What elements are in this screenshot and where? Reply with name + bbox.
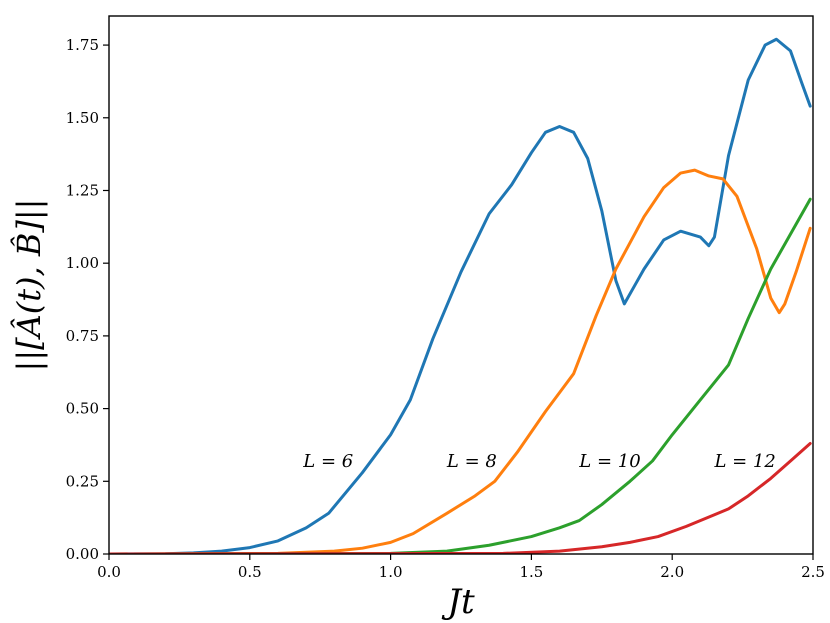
series-line-3 xyxy=(109,197,812,554)
series-labels: L = 6 L = 8 L = 10 L = 12 xyxy=(302,451,776,472)
x-tick-label: 2.5 xyxy=(801,563,825,581)
series-label-4: L = 12 xyxy=(713,451,775,472)
plot-frame xyxy=(108,15,814,555)
series-line-2 xyxy=(109,168,812,554)
series-label-1: L = 6 xyxy=(302,451,353,472)
series-lines xyxy=(109,37,812,554)
y-tick-label: 0.25 xyxy=(66,472,99,490)
series-label-3: L = 10 xyxy=(578,451,640,472)
axes: 0.0 0.5 1.0 1.5 2.0 2.5 0.00 0.25 0.50 0.75 1.00 1.… xyxy=(10,15,825,622)
y-tick-label: 1.25 xyxy=(66,181,99,199)
y-tick-label: 1.00 xyxy=(66,254,99,272)
x-tick-label: 0.0 xyxy=(97,563,121,581)
x-tick-label: 0.5 xyxy=(238,563,262,581)
series-line-1 xyxy=(109,37,812,554)
y-tick-label: 0.00 xyxy=(66,545,99,563)
x-tick-label: 1.0 xyxy=(379,563,403,581)
x-tick-label: 1.5 xyxy=(519,563,543,581)
y-axis-label: ||[Â(t), B̂]|| xyxy=(10,199,48,372)
y-tick-label: 0.50 xyxy=(66,400,99,418)
y-tick-label: 1.75 xyxy=(66,36,99,54)
x-tick-label: 2.0 xyxy=(660,563,684,581)
series-label-2: L = 8 xyxy=(446,451,497,472)
y-tick-label: 1.50 xyxy=(66,109,99,127)
x-axis-label: Jt xyxy=(441,582,475,622)
series-line-4 xyxy=(109,441,812,554)
y-tick-label: 0.75 xyxy=(66,327,99,345)
